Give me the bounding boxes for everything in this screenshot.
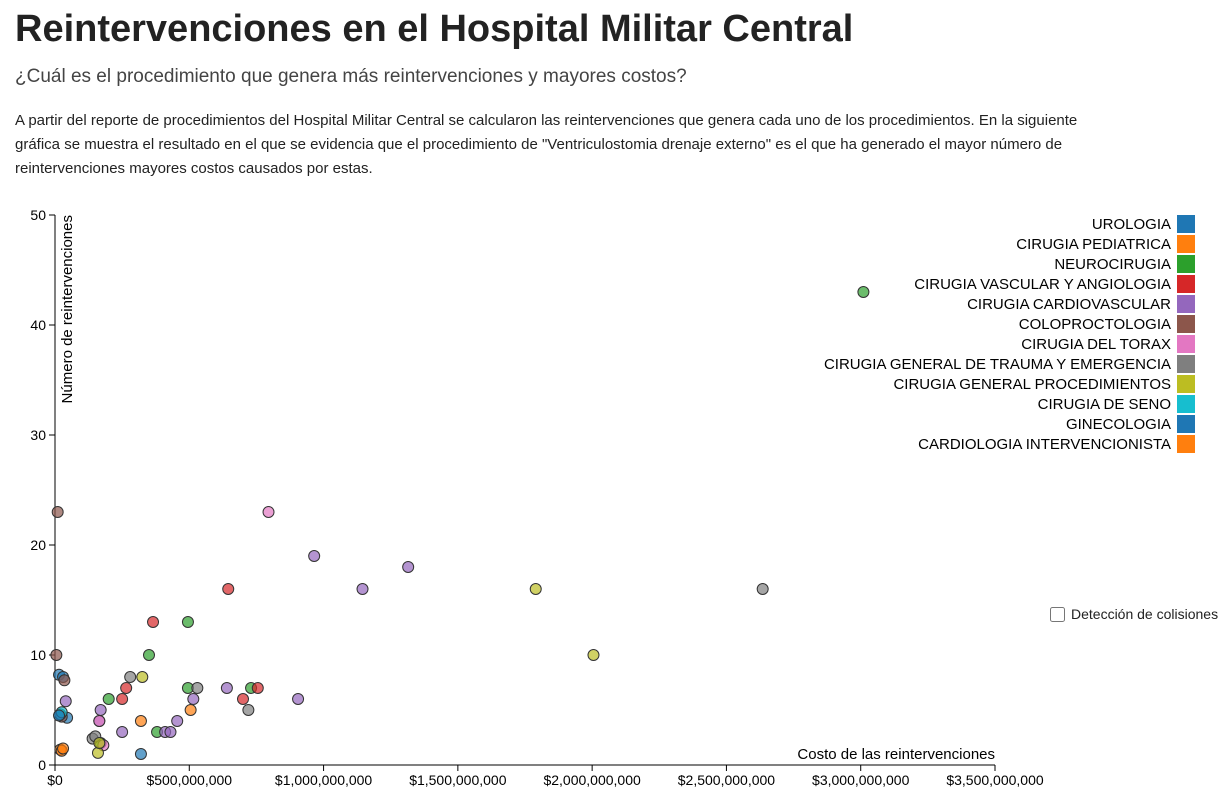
- data-point: [164, 726, 177, 738]
- data-point: [91, 746, 104, 759]
- legend-label: CIRUGIA VASCULAR Y ANGIOLOGIA: [914, 276, 1171, 293]
- legend-label: CIRUGIA PEDIATRICA: [1016, 236, 1171, 253]
- legend-label: UROLOGIA: [1092, 216, 1171, 233]
- page-description: A partir del reporte de procedimientos d…: [15, 112, 1078, 177]
- y-tick-label: 40: [30, 317, 46, 333]
- legend-swatch: [1177, 255, 1195, 273]
- legend-label: NEUROCIRUGIA: [1054, 256, 1171, 273]
- data-point: [857, 286, 870, 298]
- chart-points: [50, 286, 870, 760]
- legend-swatch: [1177, 335, 1195, 353]
- data-point: [53, 709, 66, 722]
- collision-detection-control[interactable]: Detección de colisiones: [1050, 606, 1218, 622]
- legend-swatch: [1177, 235, 1195, 253]
- data-point: [587, 649, 600, 661]
- legend-label: GINECOLOGIA: [1066, 416, 1171, 433]
- y-tick-label: 30: [30, 427, 46, 443]
- y-tick-label: 10: [30, 647, 46, 663]
- data-point: [116, 726, 129, 738]
- legend-label: COLOPROCTOLOGIA: [1019, 316, 1171, 333]
- data-point: [356, 583, 369, 595]
- legend-label: CIRUGIA DEL TORAX: [1021, 336, 1171, 353]
- data-point: [134, 715, 147, 727]
- data-point: [402, 561, 415, 573]
- data-point: [143, 649, 155, 661]
- legend-swatch: [1177, 375, 1195, 393]
- legend-swatch: [1177, 415, 1195, 433]
- data-point: [187, 693, 200, 705]
- data-point: [529, 583, 542, 595]
- data-point: [222, 583, 235, 595]
- x-tick-label: $0: [47, 772, 63, 788]
- data-point: [242, 704, 255, 716]
- legend-swatch: [1177, 275, 1195, 293]
- data-point: [308, 550, 321, 562]
- legend-label: CIRUGIA GENERAL PROCEDIMIENTOS: [893, 376, 1171, 393]
- chart-axes: $0 $500,000,000 $1,000,000,000 $1,500,000,0…: [30, 207, 1043, 788]
- collision-detection-checkbox[interactable]: [1050, 606, 1065, 622]
- data-point: [756, 583, 769, 595]
- legend-swatch: [1177, 355, 1195, 373]
- data-point: [184, 704, 197, 716]
- data-point: [134, 748, 147, 760]
- data-point: [116, 693, 129, 705]
- page-title: Reintervenciones en el Hospital Militar …: [15, 8, 854, 50]
- data-point: [93, 737, 106, 749]
- data-point: [94, 704, 107, 716]
- y-tick-label: 0: [38, 757, 46, 773]
- chart-legend: UROLOGIA CIRUGIA PEDIATRICA NEUROCIRUGIA CI…: [824, 215, 1195, 453]
- data-point: [120, 682, 133, 694]
- x-tick-label: $500,000,000: [146, 772, 232, 788]
- data-point: [58, 674, 71, 687]
- data-point: [102, 693, 115, 705]
- legend-swatch: [1177, 435, 1195, 453]
- legend-swatch: [1177, 215, 1195, 233]
- data-point: [147, 616, 160, 628]
- legend-swatch: [1177, 295, 1195, 313]
- data-point: [93, 715, 106, 727]
- page-subtitle: ¿Cuál es el procedimiento que genera más…: [15, 66, 687, 87]
- legend-swatch: [1177, 315, 1195, 333]
- x-tick-label: $2,500,000,000: [678, 772, 776, 788]
- legend-label: CARDIOLOGIA INTERVENCIONISTA: [918, 436, 1171, 453]
- data-point: [181, 616, 194, 628]
- legend-label: CIRUGIA DE SENO: [1038, 396, 1171, 413]
- x-tick-label: $2,000,000,000: [543, 772, 641, 788]
- data-point: [220, 682, 233, 694]
- x-tick-label: $3,000,000,000: [812, 772, 910, 788]
- legend-swatch: [1177, 395, 1195, 413]
- collision-detection-label: Detección de colisiones: [1071, 606, 1219, 622]
- x-axis-title: Costo de las reintervenciones: [797, 746, 995, 763]
- data-point: [292, 693, 305, 705]
- y-tick-label: 20: [30, 537, 46, 553]
- data-point: [124, 671, 137, 683]
- x-tick-label: $3,500,000,000: [946, 772, 1044, 788]
- data-point: [136, 671, 149, 683]
- data-point: [51, 506, 64, 518]
- data-point: [59, 695, 72, 708]
- data-point: [57, 742, 70, 755]
- x-tick-label: $1,500,000,000: [409, 772, 507, 788]
- legend-label: CIRUGIA CARDIOVASCULAR: [967, 296, 1171, 313]
- y-tick-label: 50: [30, 207, 46, 223]
- data-point: [262, 506, 275, 518]
- x-tick-label: $1,000,000,000: [275, 772, 373, 788]
- data-point: [171, 715, 184, 727]
- data-point: [251, 682, 264, 694]
- legend-label: CIRUGIA GENERAL DE TRAUMA Y EMERGENCIA: [824, 356, 1171, 373]
- y-axis-title: Número de reintervenciones: [59, 215, 76, 403]
- data-point: [237, 693, 249, 705]
- data-point: [191, 682, 204, 694]
- data-point: [50, 649, 63, 661]
